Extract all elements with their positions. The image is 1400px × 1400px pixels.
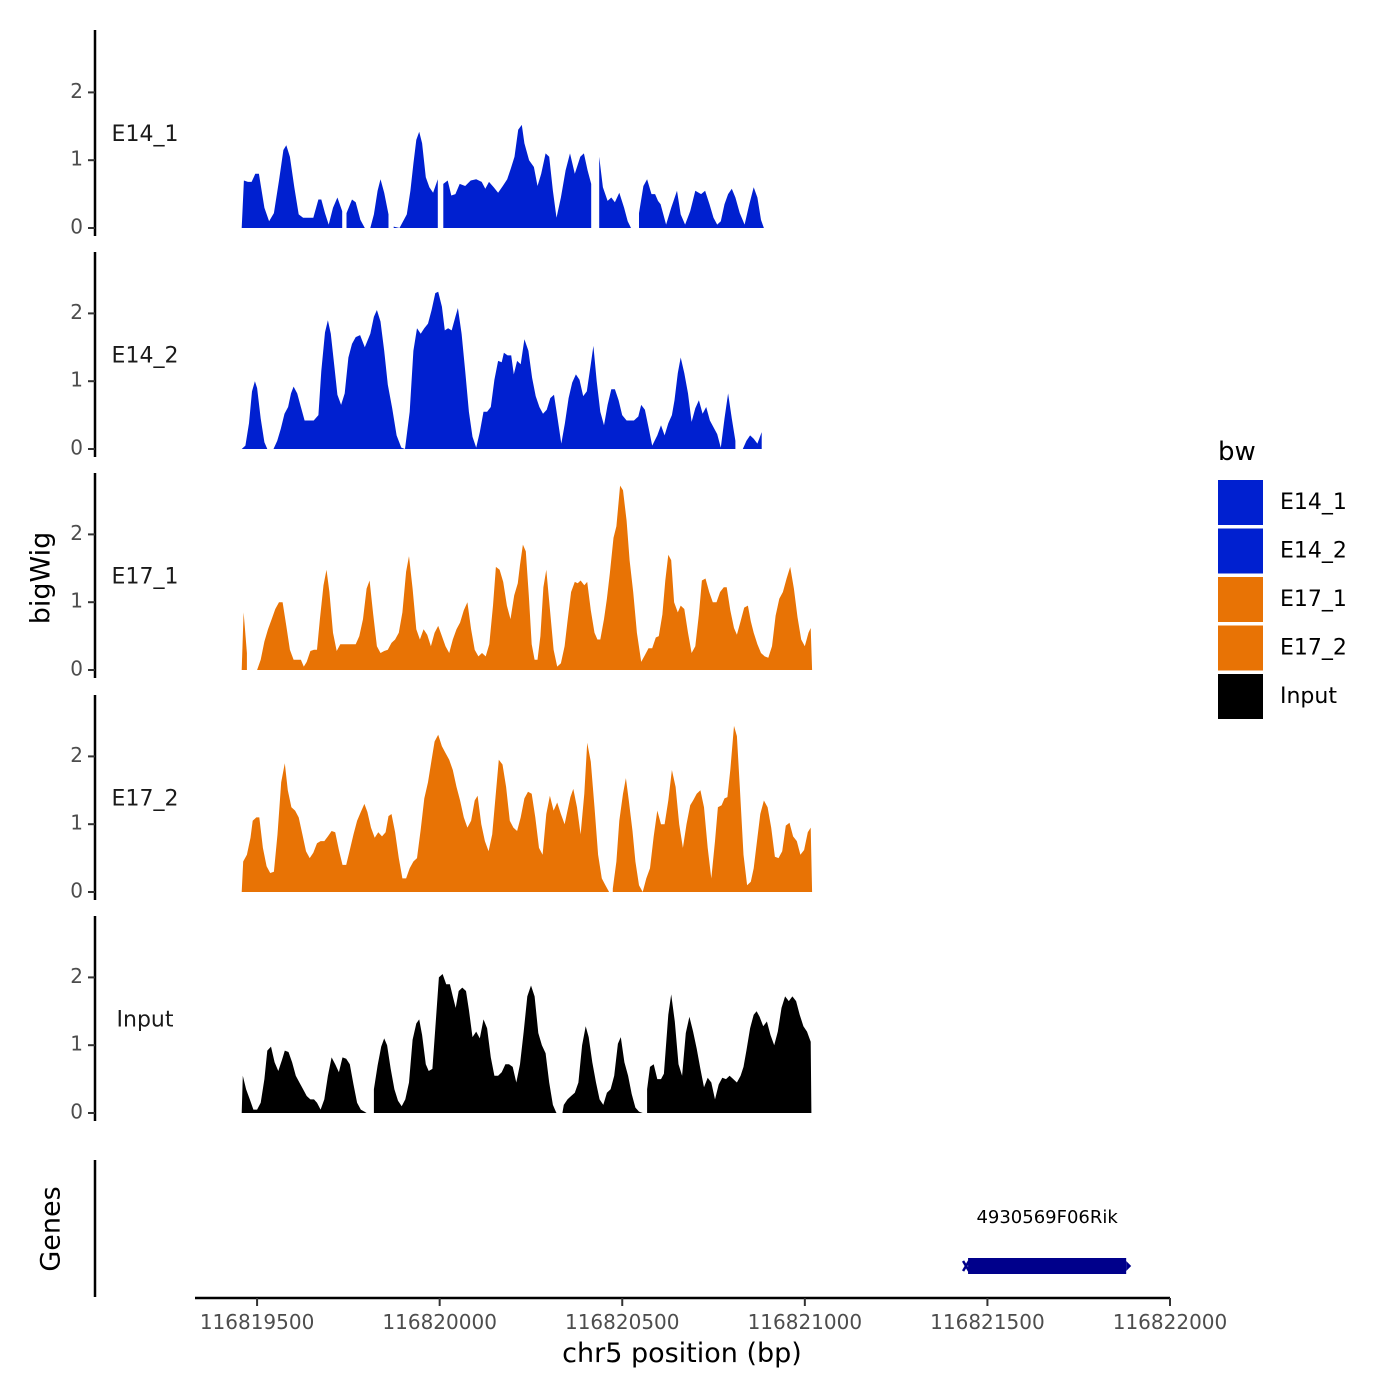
y-tick-label-E14_2-2: 2	[70, 300, 83, 324]
gene-body	[968, 1258, 1127, 1274]
signal-area-E14_2-2	[742, 432, 762, 449]
legend: bw E14_1 E14_2 E17_1 E17_2 Input	[1218, 437, 1347, 719]
track-Input: 0 1 2 Input	[70, 916, 812, 1124]
y-tick-label-E17_1-0: 0	[70, 657, 83, 681]
signal-area-E14_1-2	[393, 131, 438, 228]
y-tick-label-E17_1-1: 1	[70, 589, 83, 613]
signal-area-Input-3	[647, 994, 812, 1113]
x-tick-label-116822000: 116822000	[1113, 1310, 1228, 1334]
track-E14_2: 0 1 2 E14_2	[70, 252, 762, 460]
y-tick-label-E14_1-1: 1	[70, 147, 83, 171]
genes-track-label: Genes	[36, 1186, 67, 1271]
signal-area-Input-0	[241, 1046, 367, 1113]
y-tick-label-Input-1: 1	[70, 1032, 83, 1056]
y-axis-title: bigWig	[26, 532, 57, 625]
x-tick-label-116821000: 116821000	[748, 1310, 863, 1334]
legend-swatch-E17_1	[1218, 577, 1263, 622]
signal-area-E17_2-0	[241, 734, 610, 892]
signal-area-E14_2-0	[241, 381, 268, 449]
legend-title: bw	[1218, 437, 1256, 467]
gene-4930569F06Rik: 4930569F06Rik	[961, 1207, 1132, 1274]
x-tick-label-116820000: 116820000	[382, 1310, 497, 1334]
y-tick-label-Input-0: 0	[70, 1100, 83, 1124]
y-tick-label-E17_1-2: 2	[70, 521, 83, 545]
y-tick-label-E14_1-0: 0	[70, 215, 83, 239]
tracks-layer: 0 1 2 E14_1 0 1 2 E14_2 0 1 2 E17_1 0 1 2 E17_2 0 1 2 Input	[70, 30, 813, 1124]
legend-swatch-E17_2	[1218, 625, 1263, 671]
signal-area-Input-2	[562, 1026, 643, 1113]
y-tick-label-E14_2-1: 1	[70, 368, 83, 392]
track-E17_2: 0 1 2 E17_2	[70, 695, 813, 903]
track-label-E17_2: E17_2	[112, 786, 179, 811]
signal-area-E14_1-0	[241, 145, 343, 228]
signal-area-E17_2-1	[612, 725, 813, 892]
gene-label: 4930569F06Rik	[976, 1207, 1118, 1228]
genes-track: Genes 4930569F06Rik	[36, 1160, 1132, 1297]
legend-swatch-E14_1	[1218, 480, 1263, 525]
signal-area-E17_1-1	[257, 485, 813, 670]
gene-end-arrow	[1126, 1261, 1132, 1271]
legend-label-E14_2: E14_2	[1280, 539, 1347, 564]
legend-swatch-E14_2	[1218, 528, 1263, 574]
signal-area-E14_1-4	[599, 156, 631, 228]
y-tick-label-Input-2: 2	[70, 964, 83, 988]
track-label-E14_2: E14_2	[112, 343, 179, 368]
legend-label-Input: Input	[1280, 684, 1337, 709]
legend-label-E14_1: E14_1	[1280, 490, 1347, 515]
legend-label-E17_2: E17_2	[1280, 636, 1347, 661]
x-tick-label-116821500: 116821500	[930, 1310, 1045, 1334]
signal-area-Input-1	[373, 974, 557, 1113]
legend-label-E17_1: E17_1	[1280, 587, 1347, 612]
y-tick-label-E17_2-0: 0	[70, 879, 83, 903]
x-axis: chr5 position (bp) 116819500 116820000 116…	[195, 1296, 1228, 1369]
track-label-E17_1: E17_1	[112, 564, 179, 589]
x-axis-title: chr5 position (bp)	[562, 1338, 802, 1369]
x-tick-label-116819500: 116819500	[200, 1310, 315, 1334]
track-label-Input: Input	[117, 1007, 174, 1032]
signal-area-E14_1-5	[639, 179, 764, 228]
track-label-E14_1: E14_1	[112, 122, 179, 147]
signal-area-E14_1-3	[443, 124, 592, 228]
y-tick-label-E17_2-2: 2	[70, 743, 83, 767]
y-tick-label-E14_2-0: 0	[70, 436, 83, 460]
track-E17_1: 0 1 2 E17_1	[70, 473, 813, 681]
y-tick-label-E14_1-2: 2	[70, 79, 83, 103]
gene-start-mark	[961, 1260, 971, 1272]
legend-swatch-Input	[1218, 674, 1263, 719]
x-tick-label-116820500: 116820500	[565, 1310, 680, 1334]
signal-area-E14_2-1	[273, 291, 736, 449]
signal-area-E14_1-1	[346, 179, 389, 228]
track-E14_1: 0 1 2 E14_1	[70, 30, 764, 239]
signal-area-E17_1-0	[241, 612, 247, 670]
y-tick-label-E17_2-1: 1	[70, 811, 83, 835]
